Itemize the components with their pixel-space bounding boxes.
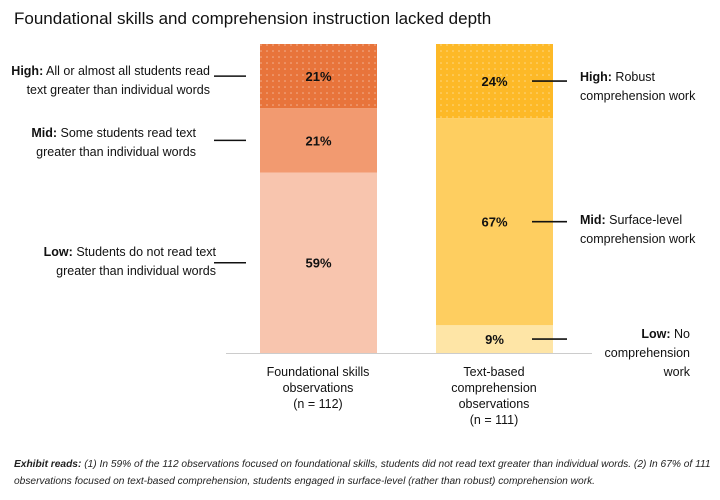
chart-title: Foundational skills and comprehension in…	[14, 9, 492, 28]
annotation-comprehension-low: Low: No comprehension work	[604, 327, 690, 379]
annotation-comprehension-mid: Mid: Surface-level comprehension work	[580, 213, 696, 246]
category-label-comprehension: Text-based comprehension observations (n …	[451, 365, 537, 427]
annotation-comprehension-high: High: Robust comprehension work	[580, 70, 696, 103]
bar-segment-pattern	[260, 44, 377, 109]
bar-segment-mid	[260, 108, 377, 173]
data-label: 21%	[305, 133, 331, 148]
data-label: 9%	[485, 332, 504, 347]
category-label-foundational: Foundational skills observations (n = 112…	[266, 365, 370, 411]
data-label: 21%	[305, 69, 331, 84]
annotation-foundational-high: High: All or almost all students read te…	[11, 64, 210, 97]
bar-segment-low	[260, 172, 377, 353]
annotation-foundational-mid: Mid: Some students read text greater tha…	[31, 126, 196, 159]
data-label: 67%	[481, 215, 507, 230]
exhibit-note: Exhibit reads: (1) In 59% of the 112 obs…	[14, 459, 711, 487]
annotation-foundational-low: Low: Students do not read text greater t…	[43, 245, 216, 278]
data-label: 59%	[305, 256, 331, 271]
data-label: 24%	[481, 74, 507, 89]
